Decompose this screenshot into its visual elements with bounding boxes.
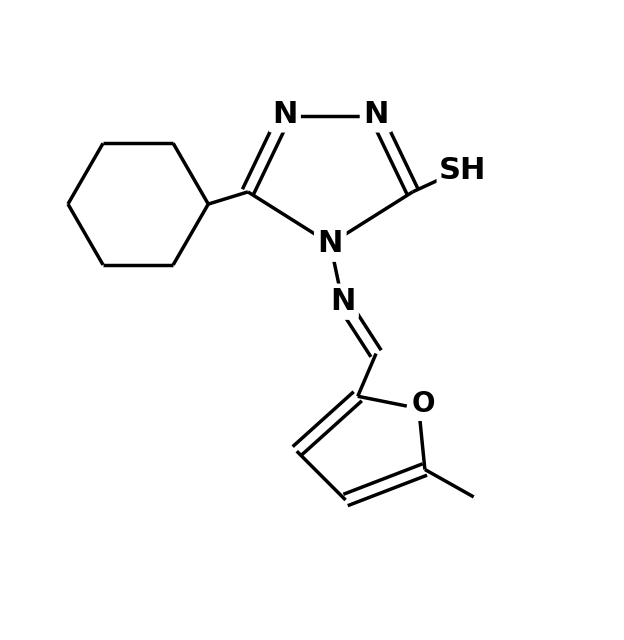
Text: SH: SH — [439, 156, 486, 185]
Text: N: N — [330, 287, 355, 316]
Text: N: N — [318, 229, 343, 258]
Text: N: N — [272, 100, 297, 129]
Text: O: O — [412, 390, 436, 417]
Text: N: N — [363, 100, 389, 129]
